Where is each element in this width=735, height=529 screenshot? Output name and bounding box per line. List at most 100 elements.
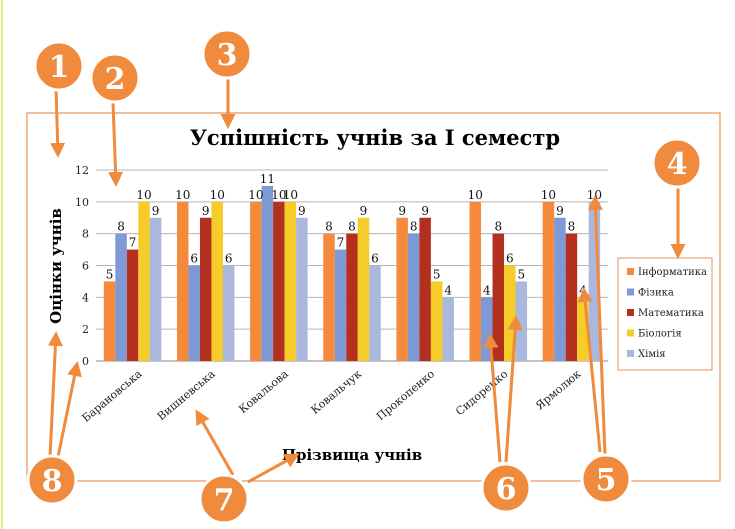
bar xyxy=(115,233,127,361)
bar xyxy=(442,297,454,361)
data-label: 8 xyxy=(494,220,502,234)
x-tick-label: Ярмолюк xyxy=(533,367,583,412)
legend-swatch xyxy=(627,268,634,275)
legend-swatch xyxy=(627,329,634,337)
bar xyxy=(323,233,335,361)
bar xyxy=(222,265,235,361)
data-label: 10 xyxy=(210,188,225,202)
data-label: 9 xyxy=(298,204,306,218)
legend-swatch xyxy=(627,288,634,296)
legend-swatch xyxy=(627,350,634,357)
callout-circle xyxy=(198,473,250,525)
data-label: 7 xyxy=(337,236,345,250)
x-tick-label: Ковальчук xyxy=(308,367,364,417)
data-label: 10 xyxy=(468,188,483,202)
data-label: 8 xyxy=(117,220,125,234)
bar xyxy=(273,201,285,361)
bar xyxy=(565,233,578,361)
arrow-2 xyxy=(108,101,124,187)
bar xyxy=(296,217,308,361)
bar xyxy=(504,265,516,361)
bar xyxy=(542,201,555,361)
callout-1: 1 xyxy=(33,40,85,92)
y-tick-label: 2 xyxy=(82,323,89,336)
legend-swatch xyxy=(627,309,634,316)
data-label: 9 xyxy=(398,204,406,218)
legend-entry: Інформатика xyxy=(638,267,707,278)
callout-number: 6 xyxy=(496,472,517,507)
callout-3: 3 xyxy=(201,28,253,80)
data-label: 4 xyxy=(483,283,491,297)
x-tick-label: Ковальова xyxy=(236,367,291,416)
callout-number: 1 xyxy=(49,50,70,85)
y-tick-labels: 0 2 4 6 8 10 12 xyxy=(75,164,89,368)
callout-6: 6 xyxy=(480,462,532,514)
bar xyxy=(396,217,408,361)
data-label: 8 xyxy=(568,220,576,234)
x-tick-label: Прокопенко xyxy=(374,367,437,423)
x-tick-label: Вишневська xyxy=(155,367,218,423)
arrow-6b xyxy=(504,315,523,463)
arrow-5b xyxy=(577,287,602,453)
bar xyxy=(419,217,431,361)
data-label: 10 xyxy=(541,188,556,202)
callout-circle xyxy=(89,52,141,104)
data-label: 8 xyxy=(325,220,333,234)
data-label: 9 xyxy=(202,204,210,218)
legend-entry: Фізика xyxy=(638,288,674,299)
bar xyxy=(492,233,505,361)
bar xyxy=(346,233,358,361)
x-tick-label: Сидоренко xyxy=(453,367,510,418)
callout-8: 8 xyxy=(26,454,78,506)
y-tick-label: 4 xyxy=(82,291,89,304)
data-label: 9 xyxy=(360,204,368,218)
data-label: 10 xyxy=(248,188,263,202)
x-tick-label: Барановська xyxy=(79,367,144,425)
bar-series xyxy=(103,185,601,361)
callout-7: 7 xyxy=(198,473,250,525)
bar xyxy=(334,249,347,361)
bar xyxy=(149,217,162,361)
data-label: 8 xyxy=(410,220,418,234)
bar xyxy=(469,201,482,361)
data-label: 7 xyxy=(129,236,137,250)
legend-entry: Біологія xyxy=(638,329,682,340)
legend: Інформатика Фізика Математика Біологія Хімія xyxy=(617,257,713,371)
bar xyxy=(430,281,443,361)
bar xyxy=(369,265,381,361)
callout-2: 2 xyxy=(89,52,141,104)
bar xyxy=(261,185,274,361)
bar xyxy=(284,201,297,361)
y-tick-label: 12 xyxy=(75,164,89,177)
bar xyxy=(250,201,262,361)
data-labels: 5871091069106101110109878969895410486510… xyxy=(106,172,602,297)
y-tick-label: 0 xyxy=(82,355,89,368)
bar xyxy=(481,297,493,361)
bar xyxy=(126,249,139,361)
y-axis-label: Оцінки учнів xyxy=(47,208,65,324)
y-tick-label: 10 xyxy=(75,196,89,209)
callout-4: 4 xyxy=(651,137,703,189)
data-label: 8 xyxy=(348,220,356,234)
data-label: 4 xyxy=(444,283,452,297)
bar xyxy=(407,233,420,361)
data-label: 6 xyxy=(371,252,379,266)
bar xyxy=(138,201,150,361)
callout-circle xyxy=(26,454,78,506)
callout-number: 7 xyxy=(214,483,235,518)
callout-5: 5 xyxy=(580,453,632,505)
arrow-8a xyxy=(47,331,63,458)
legend-entry: Хімія xyxy=(638,349,666,360)
bar xyxy=(588,201,601,361)
data-label: 6 xyxy=(506,252,514,266)
data-label: 9 xyxy=(421,204,429,218)
chart-area-border xyxy=(26,112,721,482)
callout-number: 3 xyxy=(217,38,238,73)
x-axis-label: Прізвища учнів xyxy=(282,446,422,464)
bar xyxy=(554,217,566,361)
y-tick-label: 6 xyxy=(82,260,89,273)
arrow-7b xyxy=(247,453,300,484)
legend-entry: Математика xyxy=(638,308,704,319)
data-label: 6 xyxy=(225,252,233,266)
